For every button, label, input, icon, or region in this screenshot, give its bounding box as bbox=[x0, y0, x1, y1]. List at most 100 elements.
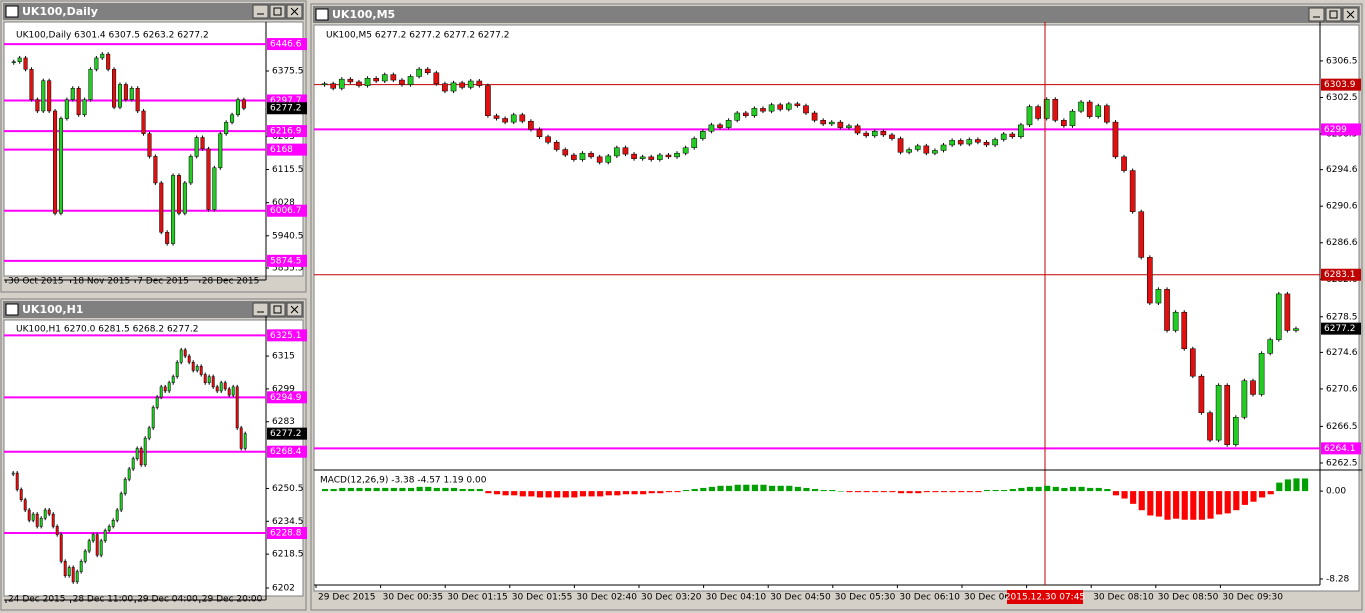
candle bbox=[107, 526, 111, 531]
candle bbox=[1284, 293, 1291, 331]
macd-bar bbox=[1164, 491, 1171, 520]
candle bbox=[94, 57, 99, 70]
macd-bar bbox=[476, 488, 483, 492]
y-tick-label: 6218.5 bbox=[272, 550, 304, 560]
chart-header: UK100,M5 6277.2 6277.2 6277.2 6277.2 bbox=[326, 31, 509, 41]
candle bbox=[596, 156, 603, 163]
candle bbox=[605, 155, 612, 163]
level-label: 6216.9 bbox=[270, 127, 302, 137]
level-label: 6446.6 bbox=[270, 40, 302, 50]
window-max-button[interactable] bbox=[269, 4, 286, 19]
x-tick-label: 30 Dec 08:50 bbox=[1158, 593, 1219, 603]
x-tick-label: 29 Dec 04:00 bbox=[137, 595, 198, 605]
level-label-bg bbox=[267, 445, 307, 458]
window-min-button[interactable] bbox=[252, 302, 269, 317]
macd-bar bbox=[347, 487, 354, 492]
candle bbox=[1250, 380, 1256, 395]
candle bbox=[811, 112, 818, 121]
macd-bar bbox=[1241, 491, 1248, 505]
candle bbox=[91, 534, 95, 542]
macd-bar bbox=[975, 491, 982, 493]
y-tick-label: 6302.5 bbox=[1326, 93, 1358, 103]
level-label: 6264.1 bbox=[1324, 444, 1356, 454]
candle bbox=[15, 472, 19, 490]
macd-bar bbox=[579, 491, 587, 497]
macd-label: MACD(12,26,9) -3.38 -4.57 1.19 0.00 bbox=[320, 476, 487, 486]
candle bbox=[175, 361, 179, 377]
macd-bar bbox=[485, 491, 492, 494]
macd-bar bbox=[640, 491, 647, 495]
level-label-bg bbox=[267, 391, 307, 404]
candle bbox=[347, 78, 354, 83]
candle bbox=[71, 567, 75, 583]
candle bbox=[665, 154, 672, 158]
macd-bar bbox=[1259, 491, 1266, 498]
macd-bar bbox=[1112, 491, 1120, 496]
candle bbox=[785, 103, 792, 110]
candle bbox=[207, 376, 211, 384]
macd-bar bbox=[983, 490, 991, 492]
window-min-button[interactable] bbox=[252, 4, 269, 19]
candle bbox=[932, 150, 938, 154]
window-max-button[interactable] bbox=[1325, 7, 1342, 22]
x-tick-label: 29 Dec 20:00 bbox=[202, 595, 263, 605]
current-price-bg bbox=[267, 427, 307, 440]
candle bbox=[82, 99, 87, 116]
macd-bar bbox=[399, 487, 406, 492]
window-icon bbox=[5, 303, 19, 316]
candle bbox=[1000, 133, 1007, 140]
window-title: UK100,Daily bbox=[22, 5, 98, 18]
macd-bar bbox=[1276, 482, 1283, 492]
window-title: UK100,M5 bbox=[332, 8, 395, 21]
level-label-bg bbox=[267, 526, 307, 539]
candle bbox=[837, 121, 844, 128]
candle bbox=[41, 80, 46, 112]
y-tick-label: 6274.6 bbox=[1326, 348, 1358, 358]
candle bbox=[191, 361, 195, 371]
candle bbox=[407, 76, 414, 85]
level-label-bg bbox=[267, 254, 307, 267]
candle bbox=[983, 141, 990, 146]
candle bbox=[777, 104, 784, 110]
candle bbox=[141, 110, 146, 134]
candle bbox=[129, 87, 134, 100]
candle bbox=[975, 139, 981, 143]
macd-bar bbox=[897, 491, 905, 494]
candle bbox=[95, 534, 99, 556]
candle bbox=[243, 433, 247, 449]
candle bbox=[147, 133, 152, 157]
macd-bar bbox=[683, 490, 690, 492]
macd-bar bbox=[562, 491, 569, 498]
current-price-label: 6277.2 bbox=[270, 429, 302, 439]
macd-bar bbox=[631, 491, 638, 495]
macd-bar bbox=[700, 487, 707, 492]
level-label-bg bbox=[1321, 442, 1361, 455]
candle bbox=[442, 83, 448, 92]
candle bbox=[53, 110, 58, 214]
candle bbox=[1052, 99, 1059, 121]
candle bbox=[476, 80, 483, 86]
y-tick-label: 6028 bbox=[272, 198, 295, 208]
window-max-button[interactable] bbox=[269, 302, 286, 317]
y-tick-label: 6278.5 bbox=[1326, 312, 1358, 322]
macd-bar bbox=[502, 491, 509, 496]
candle bbox=[906, 149, 912, 153]
candle bbox=[820, 120, 827, 125]
macd-bar bbox=[1044, 485, 1051, 492]
x-tick-label: 30 Dec 00:35 bbox=[383, 593, 444, 603]
candle bbox=[147, 427, 151, 439]
candle bbox=[1086, 101, 1093, 117]
x-tick-label: 30 Dec 03:20 bbox=[641, 593, 702, 603]
candle bbox=[553, 141, 560, 150]
candle bbox=[55, 526, 59, 535]
window-min-button[interactable] bbox=[1308, 7, 1325, 22]
current-price-label: 6277.2 bbox=[1324, 324, 1356, 334]
candle bbox=[179, 349, 183, 363]
macd-bar bbox=[330, 488, 337, 492]
macd-bar bbox=[648, 491, 655, 494]
candle bbox=[135, 448, 139, 459]
candle bbox=[631, 153, 637, 159]
candle bbox=[648, 156, 655, 160]
candle bbox=[103, 530, 107, 542]
candle bbox=[1198, 375, 1205, 413]
